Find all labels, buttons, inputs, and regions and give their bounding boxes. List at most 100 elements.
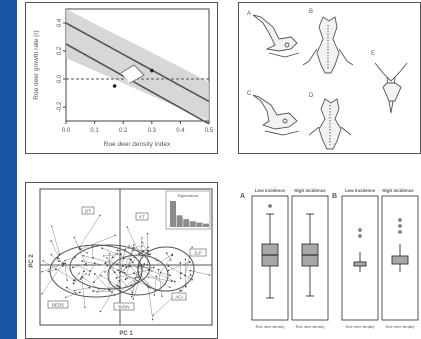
sample-point [124,248,127,251]
loading-ray [117,246,142,251]
sample-point [92,256,94,259]
sample-point [73,279,76,282]
x-tick-label: 0.4 [176,128,185,134]
sample-point [62,262,65,265]
sample-point [41,271,43,273]
skull-label-e: E [371,51,375,57]
loading-ray [181,272,193,280]
sample-point [137,276,140,279]
boxplot-b-high [391,218,409,272]
loading-ray [127,277,139,279]
loading-ray [154,276,157,296]
loading-ray [76,264,91,272]
skull-dorsal-b [302,16,354,74]
sample-point [118,280,121,282]
header-low-b: Low incidence [345,188,376,193]
loading-ray [103,253,121,257]
loading-ray [148,276,172,282]
group-ellipse-1 [49,244,143,298]
sample-point [92,290,95,292]
sample-point [124,264,126,266]
sample-point [78,272,80,275]
sample-point [146,264,149,266]
sample-point [92,281,95,284]
skull-label-a: A [247,11,251,17]
loading-ray [72,263,87,268]
sample-point [183,274,186,277]
sample-point [132,249,134,252]
group-label-aci: ACI [175,295,183,300]
y-tick-label: 0.0 [57,74,63,83]
regression-line-1 [65,22,210,103]
eigenvalue-bar-4 [189,221,196,227]
eigenvalue-bar-2 [176,215,183,227]
sample-point [72,282,75,285]
sample-point [50,240,52,242]
sample-point [160,272,162,274]
sample-point [56,257,59,260]
pc2-label: PC 2 [29,254,35,268]
sample-point [141,250,144,253]
loading-ray [48,269,57,272]
x-axis-label: Roe deer density index [104,141,171,148]
group-label-bion: BION [118,305,129,310]
sample-point [138,252,141,255]
sample-point [113,271,116,274]
loading-ray [83,255,118,265]
header-high-b: High incidence [382,188,414,193]
sample-point [208,274,211,276]
loading-ray [108,253,111,290]
figure-line-plot[interactable]: 0.0 0.1 0.2 0.3 0.4 0.5 0.4 0.2 0.0 -0.2 Roe dee… [25,2,218,154]
group-ellipse-2 [69,244,151,290]
sample-point [102,255,105,257]
sample-point [99,310,102,313]
sample-point [161,295,163,297]
sample-point [149,253,151,256]
sample-point [106,265,109,267]
loading-ray [80,235,116,250]
loading-ray [65,292,80,298]
loading-ray [43,260,75,281]
figure-pca-biplot[interactable]: Eigenvalues DT KT JLP BEDS BION ACI PC 1… [25,182,218,339]
sample-point [146,232,149,235]
sample-point [85,264,88,267]
sample-point [133,244,135,246]
loading-ray [168,265,181,274]
sample-point [117,269,119,272]
boxplots-svg: A B Low incidence High incidence Low inc… [240,188,419,329]
sample-point [108,289,110,292]
biplot-frame [39,188,213,326]
eigenvalue-bar-6 [203,223,209,227]
skull-lateral-c [252,94,300,136]
sample-point [116,263,119,266]
sample-point [169,274,171,277]
figure-boxplots[interactable]: A B Low incidence High incidence Low inc… [238,182,421,339]
loading-ray [158,269,163,297]
sample-point [151,270,153,272]
sample-point [151,318,154,321]
loading-ray [94,273,115,296]
sample-point [153,294,155,296]
sample-point [116,284,119,287]
sample-point [88,286,91,289]
sample-point [123,271,126,274]
sample-point [93,262,96,265]
eigenvalue-bar-3 [183,219,190,227]
loading-ray [64,263,68,281]
sample-point [81,260,83,262]
sample-point [105,262,107,264]
loading-ray [160,255,173,273]
boxplot-b-low [353,228,367,272]
sample-point [74,291,77,294]
sample-point [83,270,85,273]
sample-point [104,271,106,273]
sample-point [76,264,78,266]
sample-point [191,279,193,281]
sample-point [115,276,118,279]
figure-skull-drawings[interactable]: A B C D E [238,2,421,154]
sample-point [93,273,96,275]
skull-label-d: D [309,93,314,99]
sample-point [128,265,130,267]
sample-point [111,291,113,293]
y-tick-label: 0.4 [57,18,63,27]
